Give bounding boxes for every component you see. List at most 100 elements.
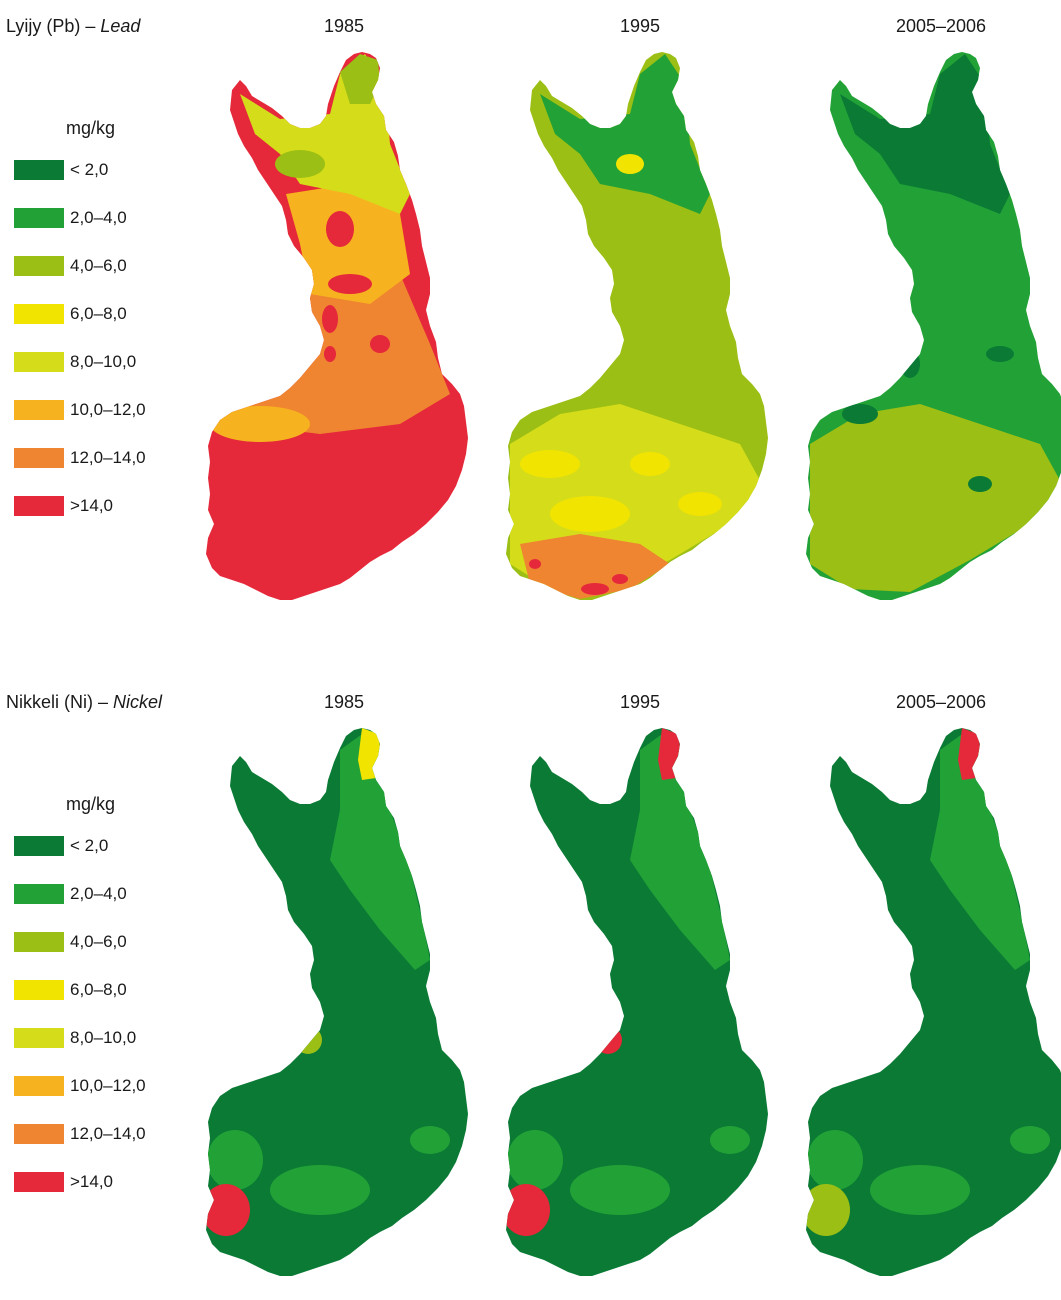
element-name-en: Nickel: [113, 692, 163, 712]
element-title: Nikkeli (Ni) – Nickel: [6, 692, 162, 713]
legend-swatch: [14, 1076, 64, 1096]
legend-label: < 2,0: [70, 160, 109, 179]
legend-swatch: [14, 160, 64, 180]
legend-unit: mg/kg: [66, 118, 116, 138]
element-title: Lyijy (Pb) – Lead: [6, 16, 140, 37]
element-name-en: Lead: [100, 16, 141, 36]
legend-swatch: [14, 1172, 64, 1192]
legend-swatch: [14, 400, 64, 420]
legend-swatch: [14, 208, 64, 228]
map-canvas: [206, 52, 468, 600]
concentration-zone-north-east: [570, 1165, 670, 1215]
concentration-zone-north-east: [930, 732, 1030, 970]
legend-swatch: [14, 352, 64, 372]
map-canvas: [506, 52, 768, 600]
concentration-zone-south-spots: [562, 270, 598, 298]
legend-swatch: [14, 496, 64, 516]
lead-map-1985: [200, 44, 480, 624]
concentration-zone-south-coast-spots: [612, 574, 628, 584]
legend: mg/kg < 2,0 2,0–4,0 4,0–6,0 6,0–8,0 8,0–…: [14, 118, 184, 542]
lead-map-2005-2006: [800, 44, 1061, 624]
concentration-zone-hotspots-central: [326, 211, 354, 247]
concentration-zone-far-north: [275, 150, 325, 178]
concentration-zone-north-east: [207, 1130, 263, 1190]
legend-label: < 2,0: [70, 836, 109, 855]
concentration-zone-far-north-tip: [358, 728, 382, 780]
legend-label: 6,0–8,0: [70, 980, 127, 999]
concentration-zone-south-spots: [550, 496, 630, 532]
legend-row: < 2,0: [14, 834, 184, 858]
concentration-zone-south: [810, 404, 1061, 592]
map-canvas: [506, 728, 768, 1276]
concentration-zone-south-west-spot: [506, 1184, 550, 1236]
element-name-fi: Nikkeli (Ni) –: [6, 692, 114, 712]
concentration-zone-hotspots-central: [322, 305, 338, 333]
legend-label: 2,0–4,0: [70, 884, 127, 903]
concentration-zone-north-east: [807, 1130, 863, 1190]
legend-unit: mg/kg: [66, 794, 116, 814]
legend-row: 4,0–6,0: [14, 930, 184, 954]
legend-row: 12,0–14,0: [14, 446, 184, 470]
concentration-zone-south-spots: [678, 492, 722, 516]
concentration-zone-south-spots: [520, 450, 580, 478]
legend-label: 4,0–6,0: [70, 256, 127, 275]
map-canvas: [806, 728, 1061, 1276]
concentration-zone-scattered-spots: [968, 476, 992, 492]
concentration-zone-south-spots: [616, 154, 644, 174]
year-label-1985: 1985: [323, 16, 365, 36]
legend-row: 4,0–6,0: [14, 254, 184, 278]
concentration-zone-waist: [210, 406, 310, 442]
legend-row: 2,0–4,0: [14, 206, 184, 230]
concentration-zone-south-spots: [630, 452, 670, 476]
nickel-panel: Nikkeli (Ni) – Nickel 1985 1995 2005–200…: [0, 676, 1061, 1292]
legend-swatch: [14, 256, 64, 276]
year-label-1995: 1995: [619, 16, 661, 36]
legend-row: 10,0–12,0: [14, 1074, 184, 1098]
year-label-2005-2006: 2005–2006: [895, 16, 987, 36]
legend-label: 4,0–6,0: [70, 932, 127, 951]
concentration-zone-south-coast-spots: [581, 583, 609, 595]
legend: mg/kg < 2,0 2,0–4,0 4,0–6,0 6,0–8,0 8,0–…: [14, 794, 184, 1218]
map-canvas: [806, 52, 1061, 600]
legend-label: 10,0–12,0: [70, 1076, 146, 1095]
legend-label: 12,0–14,0: [70, 448, 146, 467]
concentration-zone-far-north-tip: [658, 728, 682, 780]
concentration-zone-north-east: [870, 1165, 970, 1215]
concentration-zone-hotspots-central: [328, 274, 372, 294]
concentration-zone-north-east: [330, 732, 430, 970]
concentration-zone-central-spot: [294, 1026, 322, 1054]
legend-swatch: [14, 884, 64, 904]
lead-map-1995: [500, 44, 780, 624]
legend-swatch: [14, 932, 64, 952]
concentration-zone-south-west-spot: [806, 1184, 850, 1236]
legend-swatch: [14, 836, 64, 856]
legend-row: 6,0–8,0: [14, 302, 184, 326]
concentration-zone-hotspots-central: [370, 335, 390, 353]
concentration-zone-scattered-spots: [900, 350, 920, 378]
year-label-1995: 1995: [619, 692, 661, 712]
concentration-zone-scattered-spots: [842, 404, 878, 424]
legend-label: 12,0–14,0: [70, 1124, 146, 1143]
map-canvas: [206, 728, 468, 1276]
element-name-fi: Lyijy (Pb) –: [6, 16, 101, 36]
concentration-zone-scattered-spots: [986, 346, 1014, 362]
nickel-map-2005-2006: [800, 720, 1061, 1300]
legend-swatch: [14, 1124, 64, 1144]
legend-row: 2,0–4,0: [14, 882, 184, 906]
concentration-zone-north: [540, 54, 710, 214]
legend-label: 2,0–4,0: [70, 208, 127, 227]
concentration-zone-far-north: [340, 54, 380, 104]
concentration-zone-north-east: [710, 1126, 750, 1154]
legend-swatch: [14, 448, 64, 468]
concentration-zone-north: [840, 54, 1010, 214]
year-label-2005-2006: 2005–2006: [895, 692, 987, 712]
legend-swatch: [14, 980, 64, 1000]
legend-label: >14,0: [70, 496, 114, 515]
legend-label: >14,0: [70, 1172, 114, 1191]
concentration-zone-north-east: [270, 1165, 370, 1215]
legend-label: 8,0–10,0: [70, 352, 137, 371]
nickel-map-1995: [500, 720, 780, 1300]
nickel-map-1985: [200, 720, 480, 1300]
legend-row: 12,0–14,0: [14, 1122, 184, 1146]
legend-label: 8,0–10,0: [70, 1028, 137, 1047]
